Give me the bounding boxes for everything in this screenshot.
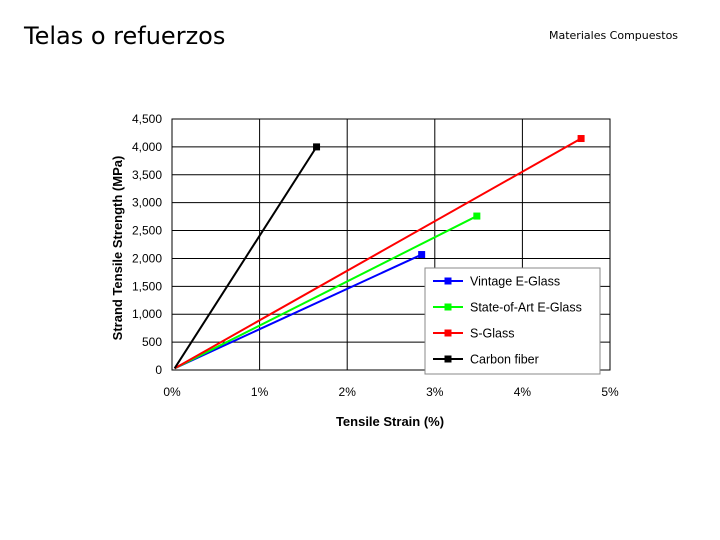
y-tick-label: 3,500: [132, 168, 162, 182]
legend-swatch-marker-0: [444, 277, 452, 285]
legend-box: [424, 267, 601, 375]
series-line-0: [174, 253, 423, 370]
chart-legend: Vintage E-Glass State-of-Art E-Glass S-Gla…: [424, 267, 601, 375]
series-line-1: [174, 215, 478, 370]
x-tick-label: 5%: [601, 385, 619, 399]
slide-header: Materiales Compuestos: [549, 29, 679, 42]
plot-frame: [171, 118, 611, 371]
slide-title: Telas o refuerzos: [24, 22, 226, 50]
legend-entry-label: Vintage E-Glass: [470, 275, 560, 289]
y-tick-label: 1,000: [132, 307, 162, 321]
x-tick-label: 2%: [339, 385, 357, 399]
x-tick-label: 3%: [426, 385, 444, 399]
y-tick-label: 4,500: [132, 112, 162, 126]
legend-entry-label: S-Glass: [470, 327, 514, 341]
x-tick-label: 0%: [163, 385, 181, 399]
y-axis-label: Strand Tensile Strength (MPa): [110, 156, 125, 341]
legend-swatch-marker-2: [444, 329, 452, 337]
series-end-marker-2: [577, 135, 585, 143]
x-axis-label: Tensile Strain (%): [336, 414, 444, 429]
y-tick-label: 4,000: [132, 140, 162, 154]
x-tick-label: 4%: [514, 385, 532, 399]
x-tick-labels: 0% 1% 2% 3% 4% 5%: [163, 385, 619, 399]
legend-swatch-marker-3: [444, 355, 452, 363]
series-end-marker-1: [473, 212, 481, 220]
series-end-marker-0: [418, 251, 426, 259]
series-end-marker-3: [313, 143, 321, 151]
y-tick-label: 2,000: [132, 251, 162, 265]
series-line-2: [174, 137, 582, 370]
y-tick-label: 500: [142, 335, 162, 349]
y-tick-labels: 0 500 1,000 1,500 2,000 2,500 3,000 3,500 4,000 4…: [132, 112, 162, 377]
y-tick-label: 2,500: [132, 224, 162, 238]
legend-swatch-marker-1: [444, 303, 452, 311]
series-lines: [173, 135, 585, 370]
x-tick-label: 1%: [251, 385, 269, 399]
y-tick-label: 3,000: [132, 196, 162, 210]
series-line-3: [173, 146, 318, 369]
y-tick-label: 1,500: [132, 279, 162, 293]
legend-entry-label: Carbon fiber: [470, 353, 539, 367]
legend-entry-label: State-of-Art E-Glass: [470, 301, 582, 315]
y-tick-label: 0: [155, 363, 162, 377]
